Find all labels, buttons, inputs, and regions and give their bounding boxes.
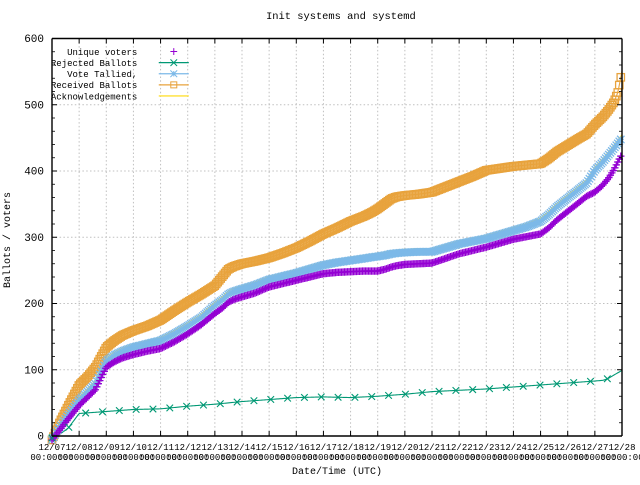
svg-text:12/13: 12/13 bbox=[201, 443, 228, 453]
svg-text:Date/Time (UTC): Date/Time (UTC) bbox=[292, 466, 382, 478]
svg-text:12/14: 12/14 bbox=[228, 443, 255, 453]
svg-text:12/20: 12/20 bbox=[391, 443, 418, 453]
svg-text:200: 200 bbox=[24, 299, 44, 311]
svg-text:12/24: 12/24 bbox=[500, 443, 527, 453]
svg-text:12/11: 12/11 bbox=[147, 443, 174, 453]
svg-text:12/07: 12/07 bbox=[38, 443, 65, 453]
svg-text:Received Ballots: Received Ballots bbox=[51, 81, 137, 91]
svg-text:12/18: 12/18 bbox=[337, 443, 364, 453]
svg-text:0: 0 bbox=[37, 432, 44, 444]
svg-text:12/21: 12/21 bbox=[418, 443, 445, 453]
svg-text:12/09: 12/09 bbox=[93, 443, 120, 453]
svg-text:Unique voters: Unique voters bbox=[67, 48, 137, 58]
svg-text:12/10: 12/10 bbox=[120, 443, 147, 453]
svg-text:400: 400 bbox=[24, 167, 44, 179]
svg-text:100: 100 bbox=[24, 365, 44, 377]
svg-text:Acknowledgements: Acknowledgements bbox=[51, 92, 137, 102]
svg-text:12/12: 12/12 bbox=[174, 443, 201, 453]
svg-text:Vote Tallied,: Vote Tallied, bbox=[67, 70, 137, 80]
svg-text:12/23: 12/23 bbox=[473, 443, 500, 453]
svg-text:12/17: 12/17 bbox=[310, 443, 337, 453]
svg-text:12/27: 12/27 bbox=[581, 443, 608, 453]
svg-text:12/19: 12/19 bbox=[364, 443, 391, 453]
svg-text:Init systems and systemd: Init systems and systemd bbox=[266, 11, 416, 23]
svg-text:600: 600 bbox=[24, 34, 44, 46]
svg-text:Ballots / voters: Ballots / voters bbox=[2, 192, 14, 288]
svg-text:12/28: 12/28 bbox=[608, 443, 635, 453]
svg-text:12/22: 12/22 bbox=[446, 443, 473, 453]
svg-text:Rejected Ballots: Rejected Ballots bbox=[51, 59, 137, 69]
svg-text:12/15: 12/15 bbox=[256, 443, 283, 453]
svg-text:300: 300 bbox=[24, 233, 44, 245]
svg-text:500: 500 bbox=[24, 100, 44, 112]
svg-text:12/08: 12/08 bbox=[66, 443, 93, 453]
svg-text:12/16: 12/16 bbox=[283, 443, 310, 453]
svg-text:12/26: 12/26 bbox=[554, 443, 581, 453]
svg-text:12/25: 12/25 bbox=[527, 443, 554, 453]
svg-text:00:00:00: 00:00:00 bbox=[600, 453, 640, 463]
